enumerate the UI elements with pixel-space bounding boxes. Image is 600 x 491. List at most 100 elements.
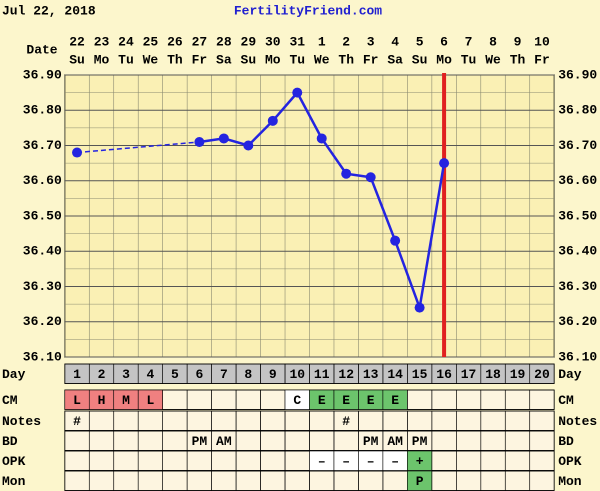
temperature-point: [390, 235, 401, 246]
row-label: Notes: [2, 414, 41, 429]
cell-text: M: [122, 393, 130, 408]
weekday-label: Mo: [94, 52, 110, 67]
weekday-label: Su: [412, 52, 428, 67]
cell-text: 13: [363, 367, 379, 382]
cell-text: E: [367, 393, 375, 408]
cell-text: PM: [363, 434, 379, 449]
cell-text: 17: [461, 367, 477, 382]
temperature-point: [267, 115, 278, 126]
date-label: 25: [143, 34, 159, 49]
y-tick-label: 36.60: [23, 173, 62, 188]
date-label: 8: [489, 34, 497, 49]
cell-text: 12: [338, 367, 354, 382]
cell-text: –: [391, 454, 399, 469]
weekday-label: Su: [69, 52, 85, 67]
cell-text: E: [391, 393, 399, 408]
date-label: 1: [318, 34, 326, 49]
weekday-label: We: [314, 52, 330, 67]
cell-text: PM: [192, 434, 208, 449]
y-tick-label: 36.70: [23, 138, 62, 153]
cell-text: 4: [147, 367, 155, 382]
weekday-label: Tu: [289, 52, 305, 67]
cell-text: 6: [195, 367, 203, 382]
y-tick-label-right: 36.20: [558, 314, 597, 329]
cell-text: #: [342, 414, 350, 429]
cell-text: 10: [289, 367, 305, 382]
date-label: 22: [69, 34, 85, 49]
cell-text: –: [318, 454, 326, 469]
cell-text: 3: [122, 367, 130, 382]
date-label: 6: [440, 34, 448, 49]
row-label-right: CM: [558, 393, 574, 408]
y-tick-label-right: 36.90: [558, 67, 597, 82]
y-tick-label-right: 36.10: [558, 349, 597, 364]
row-label-right: Notes: [558, 414, 597, 429]
row-label: CM: [2, 393, 18, 408]
y-tick-label: 36.10: [23, 349, 62, 364]
cell: [529, 389, 555, 410]
weekday-label: Mo: [265, 52, 281, 67]
cell-text: E: [342, 393, 350, 408]
date-label: 29: [241, 34, 257, 49]
temperature-point: [194, 136, 205, 147]
weekday-label: Fr: [534, 52, 550, 67]
y-tick-label: 36.30: [23, 279, 62, 294]
weekday-label: Fr: [363, 52, 379, 67]
cell-text: C: [293, 393, 301, 408]
temperature-point: [316, 133, 327, 144]
row-label-right: Day: [558, 367, 582, 382]
date-label: 27: [192, 34, 208, 49]
weekday-label: We: [485, 52, 501, 67]
cell-text: +: [416, 454, 424, 469]
weekday-label: Th: [167, 52, 183, 67]
cell: [529, 410, 555, 431]
cell-text: P: [416, 474, 424, 489]
y-tick-label: 36.40: [23, 244, 62, 259]
date-label: 26: [167, 34, 183, 49]
x-axis-label: Date: [26, 42, 57, 57]
temperature-point: [292, 87, 303, 98]
weekday-label: Tu: [118, 52, 134, 67]
weekday-label: Sa: [387, 52, 403, 67]
date-label: 5: [416, 34, 424, 49]
site-name: FertilityFriend.com: [234, 3, 382, 18]
date-label: 30: [265, 34, 281, 49]
date-label: 3: [367, 34, 375, 49]
date-label: 28: [216, 34, 232, 49]
weekday-label: Th: [338, 52, 354, 67]
date-label: 2: [342, 34, 350, 49]
date-label: 9: [514, 34, 522, 49]
y-tick-label-right: 36.80: [558, 103, 597, 118]
cell-text: 5: [171, 367, 179, 382]
cell-text: 1: [73, 367, 81, 382]
weekday-label: Su: [241, 52, 257, 67]
y-tick-label: 36.80: [23, 103, 62, 118]
temperature-point: [243, 140, 254, 151]
cell: [529, 363, 555, 384]
row-label-right: BD: [558, 434, 574, 449]
cell-text: 19: [510, 367, 526, 382]
date-label: 24: [118, 34, 134, 49]
cell-text: AM: [216, 434, 232, 449]
date-label: 23: [94, 34, 110, 49]
weekday-label: We: [143, 52, 159, 67]
weekday-label: Fr: [192, 52, 208, 67]
cell-text: H: [98, 393, 106, 408]
temperature-point: [414, 302, 425, 313]
y-tick-label-right: 36.50: [558, 208, 597, 223]
header-date: Jul 22, 2018: [2, 3, 96, 18]
cell-text: –: [342, 454, 350, 469]
temperature-point: [72, 147, 83, 158]
row-label: OPK: [2, 454, 26, 469]
y-tick-label: 36.20: [23, 314, 62, 329]
y-tick-label-right: 36.40: [558, 244, 597, 259]
row-label: Day: [2, 367, 26, 382]
date-label: 31: [289, 34, 305, 49]
weekday-label: Sa: [216, 52, 232, 67]
y-tick-label: 36.90: [23, 67, 62, 82]
cell-text: L: [147, 393, 155, 408]
cell-text: 15: [412, 367, 428, 382]
gap-connector: [76, 141, 200, 154]
